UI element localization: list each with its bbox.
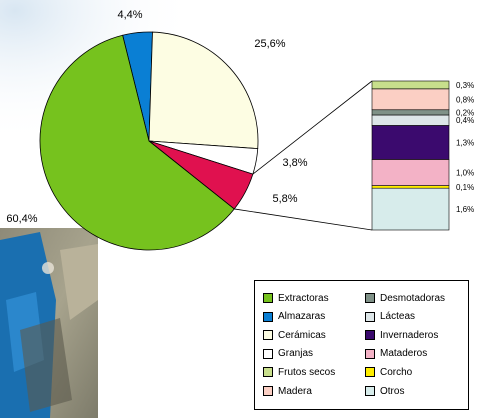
stack-label-desmotadoras: 0,2% <box>456 108 474 117</box>
legend-item-corcho: Corcho <box>365 364 412 380</box>
legend-label: Almazaras <box>278 311 326 323</box>
legend: Extractoras Desmotadoras Almazaras Lácteas C… <box>254 280 469 410</box>
legend-swatch <box>263 293 273 303</box>
pie-label-extractoras: 60,4% <box>6 213 37 225</box>
stack-label-mataderos: 1,0% <box>456 168 474 177</box>
connector-lines <box>234 80 373 231</box>
legend-swatch <box>365 386 375 396</box>
breakdown-stacked-bar: 1,6% 0,1% 1,0% 1,3% 0,4%0,2% 0,8% 0,3% <box>371 80 474 231</box>
pie-label-granjas: 3,8% <box>282 157 307 169</box>
stack-label-invernaderos: 1,3% <box>456 138 474 147</box>
photo-corner <box>0 228 98 418</box>
stack-segment-corcho <box>371 185 450 189</box>
legend-item-lacteas: Lácteas <box>365 309 415 325</box>
legend-label: Lácteas <box>380 311 416 323</box>
legend-item-otros: Otros <box>365 383 404 399</box>
legend-label: Invernaderos <box>380 329 439 341</box>
legend-item-madera: Madera <box>263 383 312 399</box>
stack-label-madera: 0,8% <box>456 95 474 104</box>
legend-item-extractoras: Extractoras <box>263 290 329 306</box>
stack-segment-invernaderos <box>371 125 450 160</box>
legend-swatch <box>263 367 273 378</box>
legend-label: Cerámicas <box>278 329 326 341</box>
legend-item-ceramicas: Cerámicas <box>263 327 326 343</box>
legend-label: Frutos secos <box>278 366 336 378</box>
legend-item-almazaras: Almazaras <box>263 309 325 325</box>
legend-item-invernaderos: Invernaderos <box>365 327 438 343</box>
pie-chart <box>39 31 259 251</box>
stack-segment-lacteas <box>371 114 450 126</box>
pie-label-almazaras: 4,4% <box>117 9 142 21</box>
legend-swatch <box>365 330 375 341</box>
pie-slice-ceramicas <box>148 31 259 150</box>
stack-label-otros: 1,6% <box>456 205 474 214</box>
pie-slice-extractoras <box>39 34 235 251</box>
stack-label-corcho: 0,1% <box>456 183 474 192</box>
legend-swatch <box>263 348 273 359</box>
legend-swatch <box>263 311 273 322</box>
legend-label: Mataderos <box>380 348 428 360</box>
legend-label: Otros <box>380 385 405 397</box>
pie-label-ceramicas: 25,6% <box>254 38 285 50</box>
legend-swatch <box>365 367 375 378</box>
legend-swatch <box>365 348 375 359</box>
stack-segment-frutos-secos <box>371 80 450 90</box>
stack-segment-mataderos <box>371 159 450 186</box>
legend-swatch <box>365 311 375 322</box>
pie-label-otros-desglose: 5,8% <box>272 193 297 205</box>
legend-item-mataderos: Mataderos <box>365 346 427 362</box>
legend-label: Granjas <box>278 348 314 360</box>
connector-line-bottom <box>234 208 373 231</box>
stack-segment-desmotadoras <box>371 109 450 116</box>
legend-label: Extractoras <box>278 292 329 304</box>
legend-swatch <box>263 386 273 396</box>
legend-item-granjas: Granjas <box>263 346 313 362</box>
legend-item-frutos-secos: Frutos secos <box>263 364 335 380</box>
stack-label-lacteas: 0,4% <box>456 116 474 125</box>
stack-segment-madera <box>371 88 450 111</box>
stack-segment-otros <box>371 187 450 231</box>
legend-label: Desmotadoras <box>380 292 446 304</box>
legend-swatch <box>365 293 375 303</box>
legend-item-desmotadoras: Desmotadoras <box>365 290 445 306</box>
pie-labels: 4,4% 25,6% 3,8% 5,8% 60,4% <box>6 9 307 225</box>
connector-line-top <box>252 80 373 175</box>
stack-label-frutos-secos: 0,3% <box>456 81 474 90</box>
legend-swatch <box>263 330 273 341</box>
legend-label: Madera <box>278 385 312 397</box>
legend-label: Corcho <box>380 366 413 378</box>
